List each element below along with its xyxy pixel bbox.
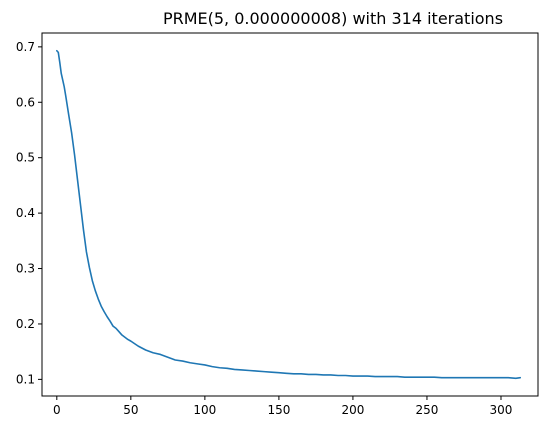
plot-frame — [41, 32, 539, 397]
y-tick-label: 0.3 — [16, 262, 35, 276]
x-axis-ticks: 0 50 100 150 200 250 300 — [53, 396, 512, 417]
x-tick-label: 100 — [193, 403, 216, 417]
x-tick-label: 50 — [123, 403, 138, 417]
y-tick-label: 0.2 — [16, 317, 35, 331]
x-tick-label: 300 — [490, 403, 513, 417]
plot-area: 0 50 100 150 200 250 300 0.1 0.2 0.3 0.4 0.5 0.6 0.7 — [16, 32, 539, 417]
x-tick-label: 150 — [267, 403, 290, 417]
y-tick-label: 0.4 — [16, 206, 35, 220]
x-tick-label: 250 — [416, 403, 439, 417]
y-axis-ticks: 0.1 0.2 0.3 0.4 0.5 0.6 0.7 — [16, 40, 42, 386]
y-tick-label: 0.6 — [16, 95, 35, 109]
y-tick-label: 0.7 — [16, 40, 35, 54]
chart-title: PRME(5, 0.000000008) with 314 iterations — [163, 9, 503, 28]
x-tick-label: 200 — [341, 403, 364, 417]
x-tick-label: 0 — [53, 403, 61, 417]
series-line — [56, 49, 522, 380]
y-tick-label: 0.1 — [16, 372, 35, 386]
y-tick-label: 0.5 — [16, 151, 35, 165]
